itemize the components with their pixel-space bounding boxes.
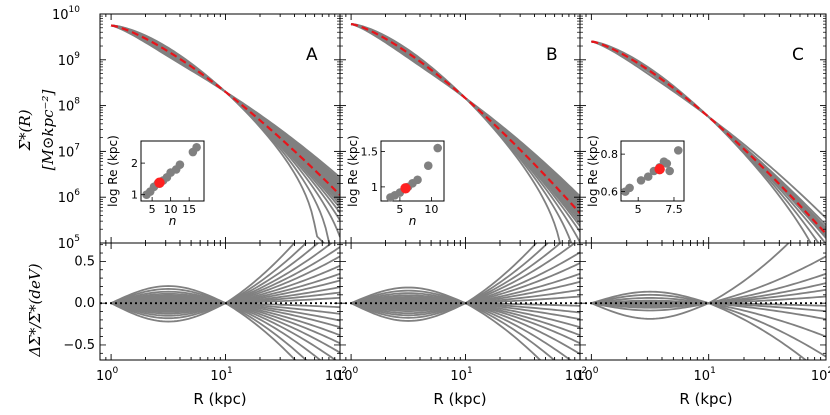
inset-xlabel: n bbox=[169, 214, 177, 228]
panel-letter-c: C bbox=[792, 45, 804, 65]
y-tick-label: 106 bbox=[58, 188, 81, 206]
inset-data-point bbox=[643, 172, 653, 181]
inset-b: 5 10 1 1.5 n log Re (kpc) bbox=[346, 135, 445, 228]
inset-x-tick-label: 5 bbox=[635, 203, 642, 216]
top-ylabel-line2: [M⊙kpc⁻²] bbox=[39, 90, 57, 171]
top-plot-area bbox=[350, 22, 580, 243]
inset-y-tick-label: 0.6 bbox=[601, 186, 619, 199]
y-tick-label: 105 bbox=[58, 234, 80, 252]
inset-data-point bbox=[192, 143, 201, 152]
x-tick-label: 100 bbox=[96, 366, 119, 384]
inset-x-tick-label: 15 bbox=[182, 203, 196, 216]
x-tick-label: 100 bbox=[336, 366, 359, 384]
inset-x-tick-label: 10 bbox=[164, 203, 178, 216]
residual-y-tick-label: 0.0 bbox=[74, 296, 95, 311]
inset-x-tick-label: 10 bbox=[424, 203, 438, 216]
y-tick-label: 109 bbox=[58, 51, 81, 69]
y-tick-label: 108 bbox=[58, 97, 81, 115]
inset-x-tick-label: 5 bbox=[149, 203, 156, 216]
panel-c bbox=[580, 40, 826, 360]
residual-y-tick-label: −0.5 bbox=[63, 338, 95, 353]
residual-plot-area bbox=[580, 243, 826, 360]
inset-a: 5 10 15 1 2 n log Re (kpc) bbox=[106, 135, 205, 228]
y-tick-label: 1010 bbox=[52, 5, 80, 23]
top-ylabel-line1: Σ*(R) bbox=[16, 109, 34, 151]
residual-plot-area bbox=[100, 243, 340, 360]
inset-frame bbox=[380, 140, 445, 202]
inset-data-point bbox=[433, 143, 443, 153]
top-plot-area bbox=[110, 24, 340, 243]
residual-y-tick-label: 0.5 bbox=[74, 254, 95, 269]
xlabel-panel-b: R (kpc) bbox=[433, 390, 486, 408]
inset-y-tick-label: 1.5 bbox=[361, 146, 379, 159]
inset-data-point bbox=[665, 166, 674, 176]
inset-highlight-point bbox=[654, 163, 665, 175]
y-tick-label: 107 bbox=[58, 142, 80, 160]
profile-curve bbox=[591, 40, 812, 243]
x-tick-label: 101 bbox=[694, 366, 716, 384]
x-tick-label: 102 bbox=[811, 366, 830, 384]
panel-letter-a: A bbox=[306, 45, 318, 65]
inset-xlabel: n bbox=[409, 214, 417, 228]
inset-y-tick-label: 0.8 bbox=[601, 148, 619, 161]
inset-x-tick-label: 7.5 bbox=[665, 203, 683, 216]
inset-data-point bbox=[636, 176, 646, 185]
x-tick-label: 101 bbox=[450, 366, 472, 384]
inset-ylabel: log Re (kpc) bbox=[346, 135, 360, 207]
residual-plot-area bbox=[340, 243, 580, 360]
inset-highlight-point bbox=[400, 183, 411, 194]
panel-letter-b: B bbox=[546, 45, 558, 65]
panel-a bbox=[100, 24, 340, 360]
devaucouleurs-fit-line bbox=[591, 40, 826, 235]
x-tick-label: 101 bbox=[210, 366, 232, 384]
inset-y-tick-label: 1 bbox=[371, 181, 378, 194]
top-plot-area bbox=[591, 40, 826, 243]
inset-data-point bbox=[673, 146, 683, 155]
profile-curve bbox=[591, 40, 826, 239]
inset-data-point bbox=[662, 159, 672, 168]
inset-data-point bbox=[413, 175, 422, 185]
inset-ylabel: log Re (kpc) bbox=[586, 135, 600, 207]
inset-y-tick-label: 2 bbox=[131, 157, 138, 170]
inset-highlight-point bbox=[154, 177, 165, 188]
x-tick-label: 100 bbox=[576, 366, 599, 384]
devaucouleurs-fit-line bbox=[350, 22, 580, 214]
devaucouleurs-fit-line bbox=[110, 24, 340, 196]
profile-curve bbox=[591, 40, 826, 233]
inset-data-point bbox=[175, 160, 185, 169]
inset-data-point bbox=[625, 183, 634, 193]
top-frame bbox=[99, 13, 341, 244]
inset-ylabel: log Re (kpc) bbox=[106, 135, 120, 207]
inset-data-point bbox=[423, 161, 433, 171]
top-frame bbox=[339, 13, 581, 244]
residual-curve bbox=[591, 290, 808, 360]
xlabel-panel-a: R (kpc) bbox=[193, 390, 246, 408]
panel-b bbox=[340, 22, 580, 360]
xlabel-panel-c: R (kpc) bbox=[679, 390, 732, 408]
bottom-ylabel: ΔΣ*/Σ*(deV) bbox=[26, 263, 44, 357]
inset-x-tick-label: 5 bbox=[396, 203, 403, 216]
inset-y-tick-label: 1 bbox=[131, 189, 138, 202]
